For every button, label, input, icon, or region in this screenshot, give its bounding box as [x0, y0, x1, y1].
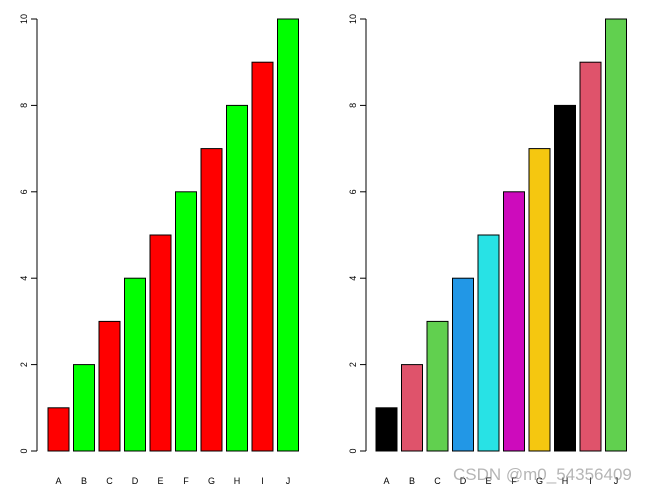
y-tick-label: 6	[348, 189, 358, 194]
category-label: E	[157, 476, 163, 486]
category-label: A	[383, 476, 389, 486]
category-label: J	[614, 476, 619, 486]
category-label: C	[106, 476, 113, 486]
bar-b	[401, 364, 423, 452]
y-tick-label: 10	[348, 14, 358, 24]
category-label: A	[55, 476, 61, 486]
y-tick-label: 0	[19, 448, 29, 453]
bar-e	[149, 234, 172, 452]
bar-h	[554, 104, 576, 452]
bar-d	[452, 277, 474, 452]
left-bar-chart: 0 2 4 6 8 10 A B C D E F G H I J	[19, 14, 299, 486]
bar-c	[426, 320, 449, 452]
category-label: D	[460, 476, 467, 486]
bar-a	[375, 407, 398, 452]
y-tick-label: 4	[348, 276, 358, 281]
y-tick-label: 4	[19, 276, 29, 281]
bar-b	[73, 364, 95, 452]
bar-i	[579, 61, 602, 452]
y-tick-label: 2	[348, 362, 358, 367]
watermark-text: CSDN @m0_54356409	[453, 465, 632, 484]
bar-f	[503, 191, 525, 452]
bar-i	[251, 61, 274, 452]
right-bar-chart: 0 2 4 6 8 10 A B C D E F G H I J	[348, 14, 627, 486]
category-label: I	[261, 476, 264, 486]
bar-d	[124, 277, 146, 452]
category-label: E	[485, 476, 491, 486]
category-label: H	[234, 476, 241, 486]
category-label: J	[286, 476, 291, 486]
y-tick-label: 10	[19, 14, 29, 24]
y-tick-label: 6	[19, 189, 29, 194]
bar-e	[477, 234, 500, 452]
y-tick-label: 2	[19, 362, 29, 367]
bar-g	[528, 148, 551, 452]
bar-j	[605, 18, 627, 452]
bar-h	[226, 104, 248, 452]
category-label: B	[409, 476, 415, 486]
bar-j	[277, 18, 299, 452]
category-label: G	[208, 476, 215, 486]
category-label: D	[132, 476, 139, 486]
bar-c	[98, 320, 121, 452]
category-label: I	[589, 476, 592, 486]
category-label: F	[511, 476, 517, 486]
category-label: H	[562, 476, 569, 486]
y-tick-label: 8	[19, 103, 29, 108]
category-label: F	[183, 476, 189, 486]
category-label: C	[434, 476, 441, 486]
bar-f	[175, 191, 197, 452]
category-label: B	[81, 476, 87, 486]
bar-a	[47, 407, 70, 452]
y-tick-label: 0	[348, 448, 358, 453]
bar-g	[200, 148, 223, 452]
category-label: G	[536, 476, 543, 486]
y-tick-label: 8	[348, 103, 358, 108]
